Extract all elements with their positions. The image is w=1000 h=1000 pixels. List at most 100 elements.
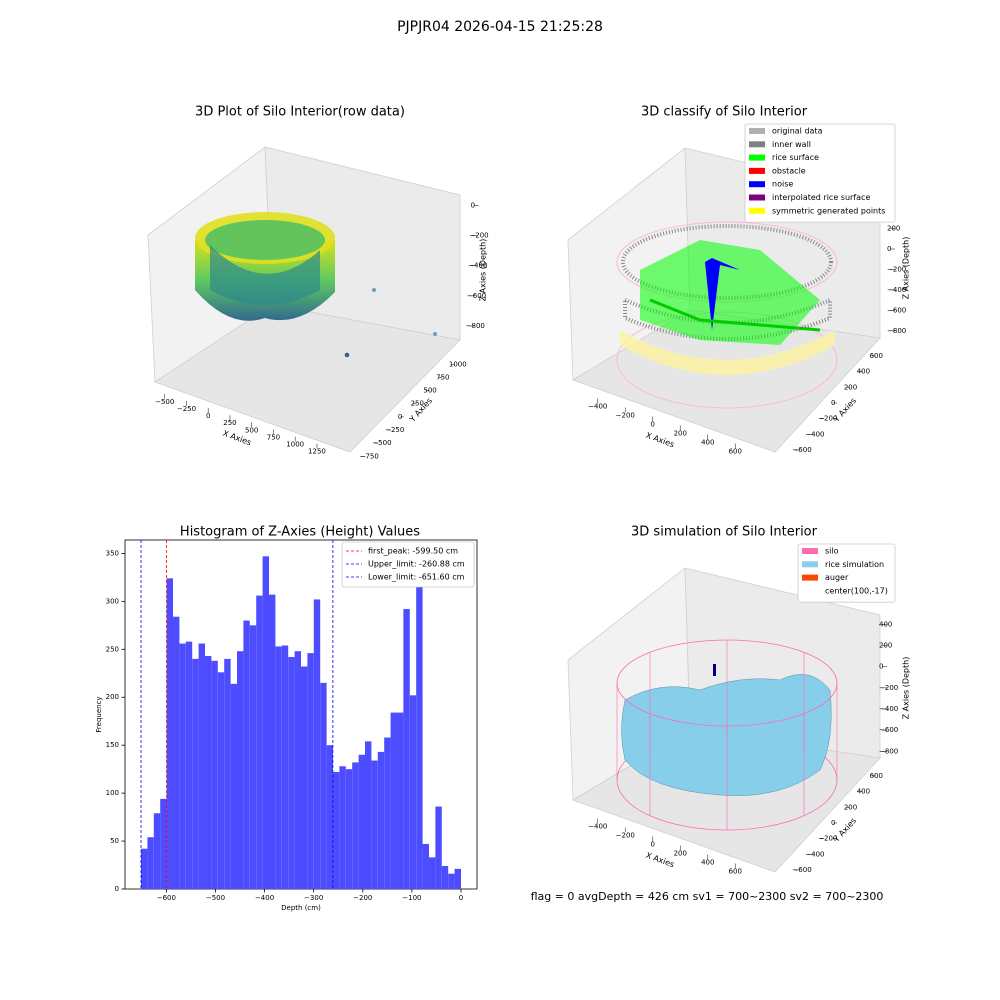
bar [358, 754, 365, 889]
x-tick-label: −400 [588, 823, 607, 831]
legend-label: Lower_limit: -651.60 cm [368, 573, 465, 582]
y-tick-label: −750 [360, 452, 379, 460]
y-axis-label: Frequency [95, 696, 103, 732]
bar [179, 643, 186, 889]
x-tick-label: −500 [155, 398, 174, 406]
y-tick-label: 50 [110, 837, 119, 845]
y-tick-label: −500 [372, 439, 391, 447]
y-tick-label: 200 [844, 803, 857, 811]
legend-label: obstacle [772, 166, 806, 175]
bar [301, 666, 308, 889]
figure-title: PJPJR04 2026-04-15 21:25:28 [397, 19, 603, 35]
z-tick-label: −800 [466, 322, 485, 330]
axis-label: Z Axies (Depth) [902, 657, 911, 720]
y-tick-label: 400 [857, 368, 870, 376]
bar [230, 683, 238, 889]
legend-label: auger [825, 573, 849, 582]
status-footer: flag = 0 avgDepth = 426 cm sv1 = 700~230… [531, 890, 884, 903]
bar [313, 599, 321, 889]
y-tick-label: 250 [106, 645, 119, 653]
y-tick-label: 750 [436, 373, 449, 381]
z-tick-label: −400 [468, 262, 487, 270]
legend-swatch [802, 561, 818, 568]
bar [192, 658, 199, 889]
y-tick-label: 400 [857, 788, 870, 796]
y-tick-label: 0 [398, 413, 402, 421]
bar [422, 843, 429, 889]
y-tick-label: −200 [818, 415, 837, 423]
legend-swatch [749, 181, 765, 188]
legend-label: inner wall [772, 140, 811, 149]
bar [269, 594, 276, 889]
bar [153, 813, 161, 889]
chart-title: Histogram of Z-Axies (Height) Values [180, 525, 420, 540]
z-tick-label: −800 [887, 327, 906, 335]
bar [173, 616, 180, 889]
bar [371, 760, 378, 889]
x-tick-label: −400 [588, 403, 607, 411]
x-tick-label: −200 [616, 412, 635, 420]
legend-swatch [802, 587, 818, 594]
axis-label: Z Axies (Depth) [479, 239, 488, 302]
bar [217, 672, 225, 889]
x-tick-label: 500 [245, 426, 258, 434]
bar [147, 837, 154, 889]
legend-swatch [749, 128, 765, 134]
y-tick-label: 600 [870, 352, 883, 360]
bar [160, 798, 167, 889]
legend-label: original data [772, 127, 823, 136]
z-tick-label: −600 [879, 726, 898, 734]
x-tick-label: 400 [701, 859, 714, 867]
bar [345, 769, 353, 889]
bar [224, 658, 231, 889]
z-tick-label: −600 [467, 292, 486, 300]
bar [262, 556, 270, 889]
x-axis-label: Depth (cm) [281, 904, 321, 912]
axis-label: X Axies [645, 431, 676, 450]
y-tick-label: 500 [423, 387, 436, 395]
legend-box [341, 541, 475, 588]
bar [339, 766, 346, 889]
y-tick-label: −250 [385, 426, 404, 434]
x-tick-label: −200 [616, 832, 635, 840]
x-tick-label: 1250 [308, 448, 326, 456]
bar [141, 848, 148, 889]
bar [166, 578, 174, 889]
bar [384, 737, 391, 889]
z-tick-label: −200 [887, 265, 906, 273]
legend-box [797, 543, 896, 603]
y-tick-label: 0 [831, 819, 835, 827]
x-tick-label: 0 [459, 894, 463, 902]
bar [332, 772, 340, 889]
legend-label: rice surface [772, 153, 819, 162]
y-tick-label: −400 [805, 430, 824, 438]
x-tick-label: −250 [177, 405, 196, 413]
z-tick-label: −200 [469, 232, 488, 240]
x-tick-label: 750 [267, 433, 280, 441]
legend-label: Upper_limit: -260.88 cm [368, 560, 465, 569]
bar [249, 625, 257, 889]
y-tick-label: 100 [106, 789, 119, 797]
y-tick-label: −200 [818, 835, 837, 843]
bar [409, 695, 417, 889]
bar [396, 712, 404, 889]
legend-swatch [802, 548, 818, 554]
bar [198, 643, 206, 889]
bar [390, 712, 397, 889]
y-tick-label: 150 [106, 741, 119, 749]
z-tick-label: 0 [879, 663, 883, 671]
legend-label: silo [825, 547, 839, 556]
bar [205, 656, 212, 889]
bar [448, 873, 455, 889]
z-tick-label: −800 [879, 747, 898, 755]
legend-swatch [749, 207, 765, 214]
legend-label: center(100,-17) [825, 586, 888, 595]
legend-swatch [802, 574, 818, 581]
bar [454, 868, 461, 889]
legend-label: interpolated rice surface [772, 193, 870, 202]
x-tick-label: 400 [701, 439, 714, 447]
y-tick-label: 0 [115, 885, 119, 893]
x-tick-label: 600 [729, 448, 742, 456]
bar [377, 751, 385, 889]
